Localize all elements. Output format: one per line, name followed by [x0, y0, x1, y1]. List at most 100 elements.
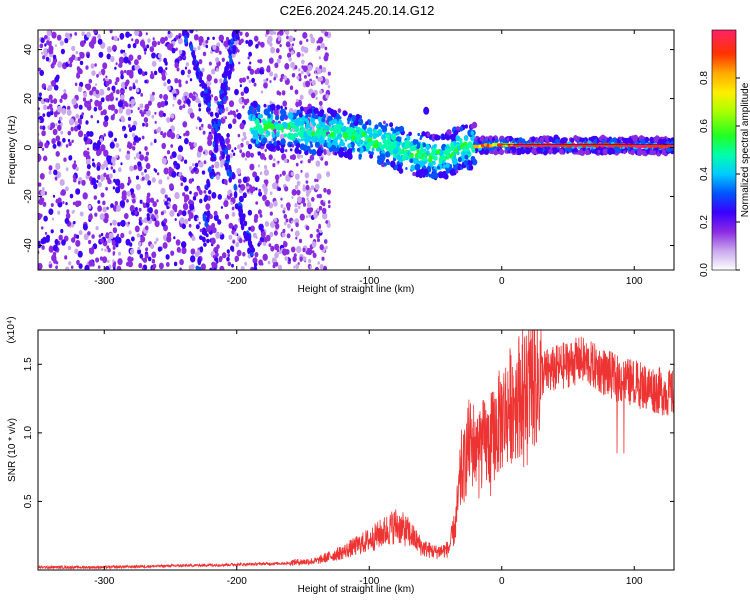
- heat-cell: [193, 167, 197, 172]
- heat-cell: [175, 35, 179, 40]
- heat-cell: [212, 36, 215, 40]
- heat-cell: [204, 93, 208, 100]
- heat-cell: [249, 68, 255, 75]
- heat-cell: [283, 75, 288, 81]
- heat-cell: [151, 40, 157, 48]
- heat-cell: [208, 61, 212, 66]
- heat-cell: [79, 40, 85, 47]
- heat-cell: [151, 60, 157, 67]
- heat-cell: [188, 166, 193, 171]
- heat-cell: [320, 81, 324, 85]
- heat-cell: [325, 94, 329, 99]
- heat-cell: [295, 231, 300, 237]
- heat-cell: [144, 169, 147, 173]
- heat-cell: [173, 236, 176, 240]
- heat-cell: [295, 162, 299, 167]
- heat-cell: [273, 158, 276, 162]
- heat-cell: [51, 31, 57, 39]
- heat-cell: [235, 242, 240, 248]
- heat-cell: [54, 76, 59, 83]
- x-tick-label: -200: [227, 576, 247, 587]
- heat-cell: [253, 262, 258, 267]
- heat-cell: [619, 136, 622, 141]
- heat-cell: [220, 206, 223, 209]
- heat-cell: [236, 109, 239, 113]
- heat-cell: [201, 123, 204, 128]
- heat-cell: [266, 122, 272, 129]
- heat-cell: [73, 177, 77, 183]
- heat-cell: [292, 256, 297, 262]
- heat-cell: [42, 113, 46, 117]
- heat-cell: [158, 110, 164, 118]
- heat-cell: [289, 85, 294, 91]
- heat-cell: [71, 211, 74, 214]
- heat-cell: [156, 172, 160, 176]
- heat-cell: [105, 186, 108, 191]
- heat-cell: [188, 178, 193, 184]
- heat-cell: [238, 184, 241, 188]
- heat-cell: [410, 164, 416, 171]
- y-tick-label: 20: [23, 93, 34, 105]
- heat-cell: [143, 117, 149, 123]
- heat-cell: [192, 196, 197, 201]
- heat-cell: [239, 149, 243, 154]
- heat-cell: [445, 134, 451, 141]
- snr-y-label: SNR (10 * v/v): [7, 418, 18, 482]
- heat-cell: [229, 43, 233, 48]
- heat-cell: [160, 211, 164, 216]
- heat-cell: [189, 44, 194, 52]
- heat-cell: [185, 80, 188, 84]
- heat-cell: [255, 187, 258, 191]
- heat-cell: [47, 84, 53, 91]
- heat-cell: [217, 194, 222, 200]
- spectrogram-x-label: Height of straight line (km): [298, 284, 415, 295]
- heat-cell: [68, 155, 73, 161]
- heat-cell: [55, 123, 58, 127]
- heat-cell: [164, 61, 168, 66]
- heat-cell: [302, 65, 309, 73]
- heat-cell: [166, 130, 172, 138]
- heat-cell: [231, 206, 235, 211]
- colorbar-label: Normalized spectral amplitude: [740, 82, 750, 217]
- heat-cell: [174, 62, 179, 69]
- heat-cell: [302, 32, 308, 39]
- snr-panel: -300 -200 -100 0 100 0.5 1.0 1.5 Height of stra…: [6, 316, 675, 595]
- heat-cell: [290, 171, 294, 176]
- x-tick-label: -100: [359, 276, 379, 287]
- heat-cell: [582, 137, 585, 141]
- heat-cell: [237, 178, 242, 184]
- heat-cell: [193, 91, 196, 95]
- heat-cell: [172, 103, 175, 107]
- heat-cell: [478, 140, 482, 145]
- heat-cell: [89, 131, 94, 137]
- heat-cell: [531, 148, 537, 155]
- heat-cell: [127, 116, 132, 121]
- heat-cell: [390, 127, 394, 132]
- heat-cell: [335, 128, 340, 134]
- heat-cell: [305, 225, 310, 231]
- heat-cell: [189, 203, 195, 211]
- heat-cell: [93, 30, 98, 34]
- heat-cell: [149, 46, 155, 53]
- heat-cell: [90, 63, 95, 69]
- heat-cell: [105, 80, 110, 87]
- heat-cell: [284, 30, 290, 36]
- heat-cell: [103, 160, 108, 166]
- heat-cell: [52, 128, 58, 136]
- heat-cell: [298, 238, 303, 244]
- heat-cell: [151, 258, 156, 264]
- colorbar-tick-label: 0.2: [699, 215, 710, 229]
- heat-cell: [133, 135, 139, 143]
- heat-cell: [260, 90, 264, 94]
- heat-cell: [242, 252, 246, 257]
- heat-cell: [170, 250, 175, 256]
- heat-cell: [257, 113, 262, 119]
- heat-cell: [273, 108, 279, 116]
- heat-cell: [238, 97, 243, 103]
- heat-cell: [58, 234, 63, 241]
- heat-cell: [108, 232, 114, 240]
- heat-cell: [346, 117, 351, 122]
- heat-cell: [420, 149, 425, 155]
- heat-cell: [161, 142, 166, 150]
- heat-cell: [78, 180, 81, 185]
